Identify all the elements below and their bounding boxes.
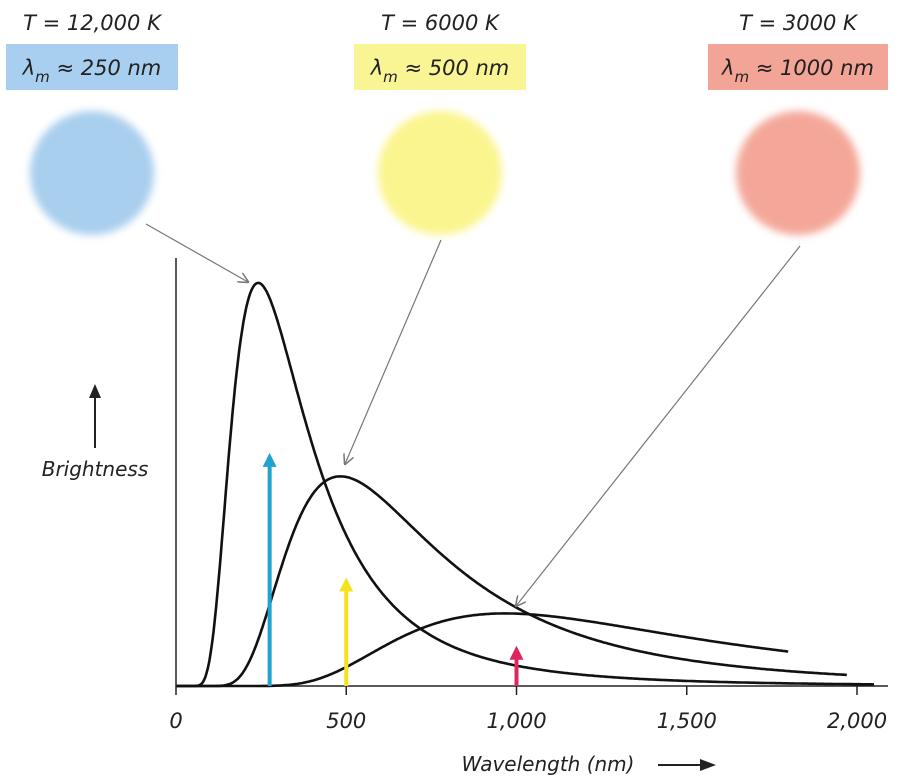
connector-arrow xyxy=(516,245,801,606)
star-panel: T = 12,000 K λm ≈ 250 nm xyxy=(6,11,178,235)
star-panel: T = 6000 K λm ≈ 500 nm xyxy=(354,11,526,235)
star-color-disk xyxy=(30,111,154,235)
connector-arrows xyxy=(145,223,801,606)
x-axis-label-group: Wavelength (nm) xyxy=(462,752,716,776)
x-tick-label: 500 xyxy=(326,709,366,733)
x-axis-arrowhead-icon xyxy=(700,759,716,771)
series-line xyxy=(176,612,789,688)
connector-arrow xyxy=(145,223,248,282)
peak-wavelength-label: λm ≈ 1000 nm xyxy=(721,56,874,86)
temperature-label: T = 6000 K xyxy=(381,11,501,35)
x-tick-label: 0 xyxy=(169,709,182,733)
star-color-disk xyxy=(378,111,502,235)
x-axis-label: Wavelength (nm) xyxy=(462,752,635,776)
peak-wavelength-arrowhead-icon xyxy=(509,645,524,660)
star-color-disk xyxy=(736,111,860,235)
x-tick-label: 1,500 xyxy=(657,709,717,733)
peak-arrows xyxy=(262,452,524,686)
y-axis-label: Brightness xyxy=(42,457,149,481)
star-panels: T = 12,000 K λm ≈ 250 nm T = 6000 K λm ≈ 50… xyxy=(6,11,888,235)
x-tick-label: 1,000 xyxy=(486,709,546,733)
axes xyxy=(175,258,888,687)
series-line xyxy=(176,475,847,688)
x-tick-label: 2,000 xyxy=(827,709,887,733)
x-ticks: 0 500 1,000 1,500 2,000 xyxy=(169,686,887,733)
peak-label-box xyxy=(6,44,178,90)
y-axis-arrowhead-icon xyxy=(89,384,101,398)
temperature-label: T = 3000 K xyxy=(739,11,859,35)
star-panel: T = 3000 K λm ≈ 1000 nm xyxy=(708,11,888,235)
temperature-label: T = 12,000 K xyxy=(23,11,163,35)
peak-label-box xyxy=(708,44,888,90)
blackbody-curves xyxy=(176,281,874,688)
connector-arrow xyxy=(345,239,442,464)
peak-wavelength-label: λm ≈ 500 nm xyxy=(370,56,510,86)
peak-wavelength-arrowhead-icon xyxy=(262,452,277,467)
peak-wavelength-arrowhead-icon xyxy=(339,577,354,592)
series-line xyxy=(176,281,874,688)
peak-label-box xyxy=(354,44,526,90)
peak-wavelength-label: λm ≈ 250 nm xyxy=(22,56,162,86)
y-axis-label-group: Brightness xyxy=(42,384,149,481)
